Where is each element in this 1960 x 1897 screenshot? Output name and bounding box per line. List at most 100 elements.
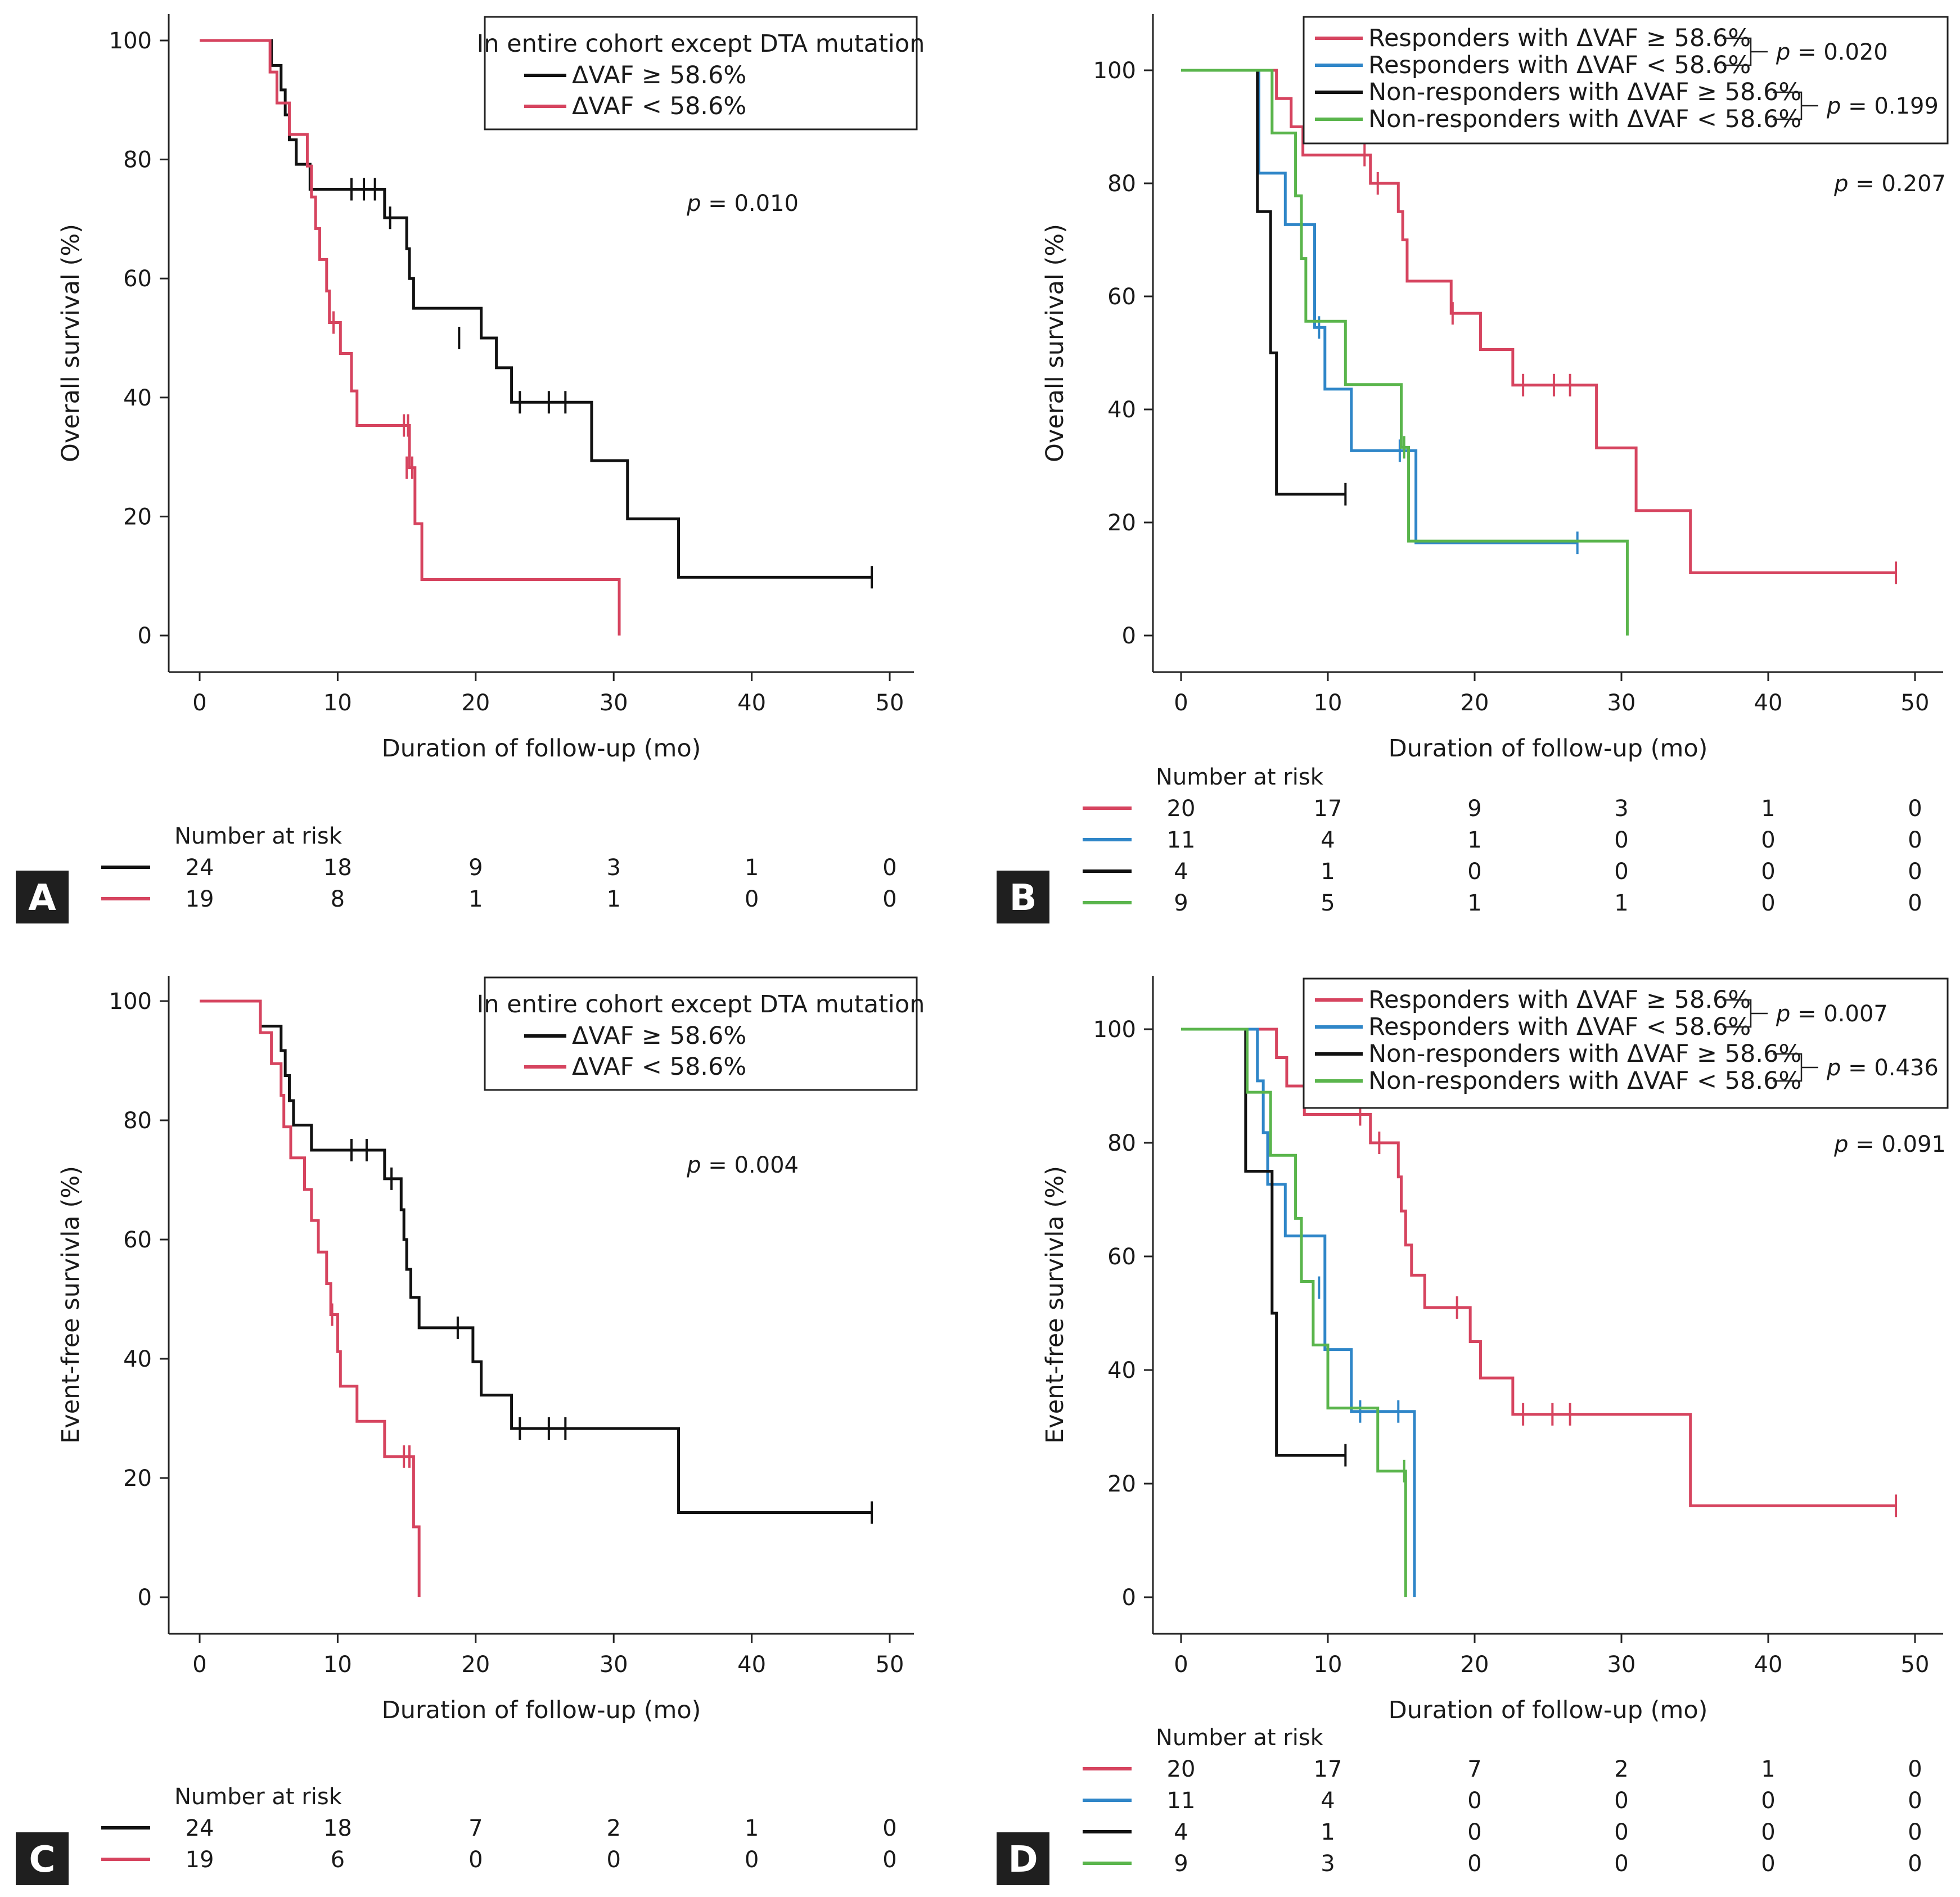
y-tick-label: 60 <box>1107 1244 1136 1270</box>
survival-curve-black <box>1181 1028 1346 1457</box>
legend-box <box>484 976 918 1091</box>
risk-count: 9 <box>1174 1851 1188 1877</box>
legend-label: Non-responders with ΔVAF ≥ 58.6% <box>1368 78 1801 106</box>
risk-count: 4 <box>1321 1788 1335 1814</box>
x-tick-label: 40 <box>1754 690 1783 716</box>
x-axis-title: Duration of follow-up (mo) <box>1389 735 1708 763</box>
y-tick-label: 0 <box>1122 623 1136 649</box>
y-tick-label: 20 <box>1107 1471 1136 1497</box>
y-tick-label: 60 <box>123 1227 152 1253</box>
y-tick-label: 80 <box>1107 1130 1136 1156</box>
legend-box <box>1303 16 1949 145</box>
y-tick-label: 100 <box>1093 58 1136 84</box>
risk-count: 0 <box>1908 890 1922 916</box>
risk-count: 4 <box>1174 1819 1188 1845</box>
y-tick-label: 60 <box>123 266 152 292</box>
legend-label: ΔVAF < 58.6% <box>572 1053 746 1081</box>
y-axis-title: Event-free survivla (%) <box>57 1166 85 1444</box>
y-tick-label: 40 <box>1107 1358 1136 1384</box>
x-tick-label: 0 <box>1174 690 1188 716</box>
x-tick-label: 0 <box>192 690 206 716</box>
panel-letter: C <box>29 1839 56 1881</box>
risk-count: 0 <box>1761 890 1775 916</box>
p-symbol: p <box>1776 1001 1790 1027</box>
risk-count: 0 <box>1467 1788 1481 1814</box>
risk-count: 0 <box>1614 1819 1628 1845</box>
x-tick-label: 10 <box>323 1652 352 1678</box>
risk-count: 0 <box>882 855 896 881</box>
x-tick-label: 30 <box>600 690 628 716</box>
risk-count: 11 <box>1167 1788 1196 1814</box>
p-symbol: p <box>1833 1132 1848 1157</box>
x-tick-label: 50 <box>1901 1652 1930 1678</box>
panel-letter: A <box>28 877 56 919</box>
p-symbol: p <box>686 191 701 217</box>
risk-count: 0 <box>1614 1788 1628 1814</box>
pair-p-value: p = 0.436 <box>1826 1055 1939 1081</box>
y-tick-label: 0 <box>138 623 152 649</box>
risk-count: 0 <box>1614 827 1628 853</box>
p-value: = 0.091 <box>1849 1132 1946 1157</box>
x-tick-label: 50 <box>876 1652 904 1678</box>
x-tick-label: 50 <box>876 690 904 716</box>
risk-count: 0 <box>1467 1851 1481 1877</box>
risk-count: 9 <box>468 855 483 881</box>
risk-count: 1 <box>468 886 483 912</box>
risk-count: 0 <box>468 1847 483 1873</box>
risk-count: 0 <box>1908 1819 1922 1845</box>
risk-count: 1 <box>1761 796 1775 822</box>
y-tick-label: 0 <box>1122 1585 1136 1611</box>
x-axis-title: Duration of follow-up (mo) <box>382 1696 701 1724</box>
x-tick-label: 40 <box>737 1652 766 1678</box>
p-bracket <box>1723 999 1768 1028</box>
y-tick-label: 100 <box>109 989 152 1015</box>
p-bracket <box>1773 1053 1818 1082</box>
legend-label: Non-responders with ΔVAF < 58.6% <box>1368 1067 1801 1095</box>
legend-label: ΔVAF ≥ 58.6% <box>572 61 746 89</box>
risk-count: 9 <box>1467 796 1481 822</box>
survival-curve-red <box>1181 1028 1896 1507</box>
y-tick-label: 20 <box>1107 510 1136 536</box>
risk-count: 1 <box>1321 859 1335 885</box>
risk-count: 0 <box>1908 796 1922 822</box>
y-tick-label: 0 <box>138 1585 152 1611</box>
risk-count: 0 <box>745 886 759 912</box>
p-value: = 0.207 <box>1849 171 1946 197</box>
p-value: = 0.004 <box>701 1152 799 1178</box>
pair-p-value: p = 0.199 <box>1826 93 1939 119</box>
x-tick-label: 0 <box>192 1652 206 1678</box>
risk-count: 4 <box>1174 859 1188 885</box>
risk-count: 20 <box>1167 796 1196 822</box>
risk-count: 24 <box>186 1815 214 1841</box>
risk-count: 0 <box>882 1815 896 1841</box>
survival-curve-black <box>1181 69 1346 496</box>
survival-curve-red <box>1181 69 1896 574</box>
risk-count: 24 <box>186 855 214 881</box>
legend-label: Responders with ΔVAF < 58.6% <box>1368 1013 1751 1041</box>
risk-count: 0 <box>1761 827 1775 853</box>
risk-count: 0 <box>882 1847 896 1873</box>
risk-count: 3 <box>1321 1851 1335 1877</box>
risk-table-title: Number at risk <box>174 823 343 849</box>
risk-count: 8 <box>331 886 345 912</box>
p-bracket <box>1773 91 1818 120</box>
p-symbol: p <box>1826 93 1841 119</box>
x-tick-label: 10 <box>1314 1652 1342 1678</box>
p-value: = 0.007 <box>1790 1001 1887 1027</box>
p-value: = 0.020 <box>1790 39 1887 65</box>
p-value-annotation: p = 0.004 <box>686 1152 799 1178</box>
legend-label: ΔVAF < 58.6% <box>572 92 746 120</box>
x-axis-title: Duration of follow-up (mo) <box>382 735 701 763</box>
panel-letter-badge <box>16 871 69 923</box>
risk-count: 1 <box>1467 827 1481 853</box>
risk-count: 0 <box>882 886 896 912</box>
risk-count: 9 <box>1174 890 1188 916</box>
risk-count: 3 <box>606 855 620 881</box>
risk-count: 0 <box>1467 1819 1481 1845</box>
risk-count: 1 <box>745 855 759 881</box>
risk-count: 6 <box>331 1847 345 1873</box>
legend-label: Responders with ΔVAF ≥ 58.6% <box>1368 986 1751 1014</box>
y-tick-label: 40 <box>1107 397 1136 423</box>
